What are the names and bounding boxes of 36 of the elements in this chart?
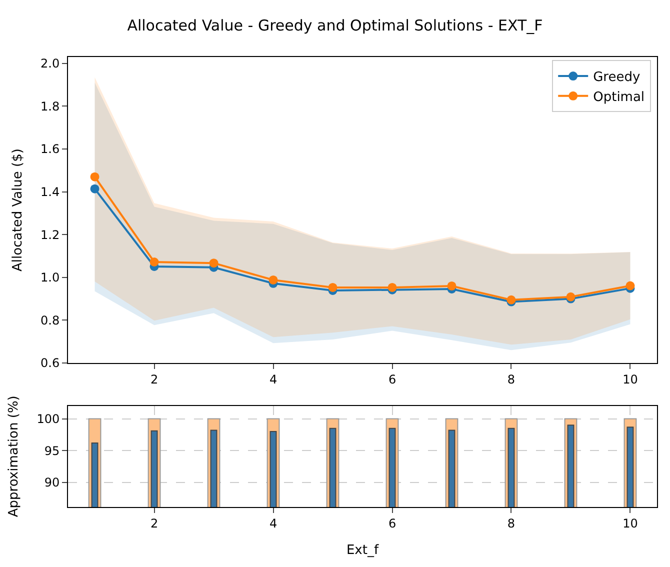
point <box>268 275 278 284</box>
y-tick-label: 2.0 <box>40 56 60 71</box>
legend-label: Optimal <box>593 90 645 105</box>
x-tick-label: 6 <box>388 372 396 386</box>
y-axis-title: Allocated Value ($) <box>10 148 26 272</box>
y-tick-label: 1.8 <box>40 99 60 114</box>
point <box>328 282 338 292</box>
point <box>90 184 100 194</box>
x-tick-label: 10 <box>622 372 638 386</box>
point <box>90 172 100 182</box>
x-tick-label: 8 <box>507 372 516 386</box>
y-tick-label: 100 <box>36 412 60 426</box>
x-tick-label: 4 <box>269 516 278 530</box>
y-tick-label: 95 <box>44 444 60 458</box>
y-tick-label: 1.2 <box>40 228 60 242</box>
y-tick-label: 0.8 <box>40 313 60 328</box>
point <box>626 281 635 290</box>
y-tick-label: 1.0 <box>40 270 60 285</box>
point <box>150 258 159 266</box>
x-axis-title: Ext_f <box>346 543 379 558</box>
point <box>447 281 456 290</box>
x-tick-label: 2 <box>150 516 158 530</box>
x-tick-label: 10 <box>622 516 638 530</box>
y-tick-label: 1.6 <box>40 142 60 156</box>
x-tick-label: 6 <box>388 516 396 530</box>
x-tick-label: 4 <box>269 372 278 386</box>
point <box>388 282 397 292</box>
y-tick-label: 0.6 <box>40 356 60 370</box>
y-tick-label: 1.4 <box>40 185 60 200</box>
point <box>209 258 218 268</box>
x-tick-label: 2 <box>150 372 158 386</box>
y-axis-title: Approximation (%) <box>6 396 22 518</box>
chart-title: Allocated Value - Greedy and Optimal Solutions - EXT_F <box>127 16 543 34</box>
x-tick-label: 8 <box>507 516 516 530</box>
legend-label: Greedy <box>593 70 640 86</box>
y-tick-label: 90 <box>44 476 60 490</box>
